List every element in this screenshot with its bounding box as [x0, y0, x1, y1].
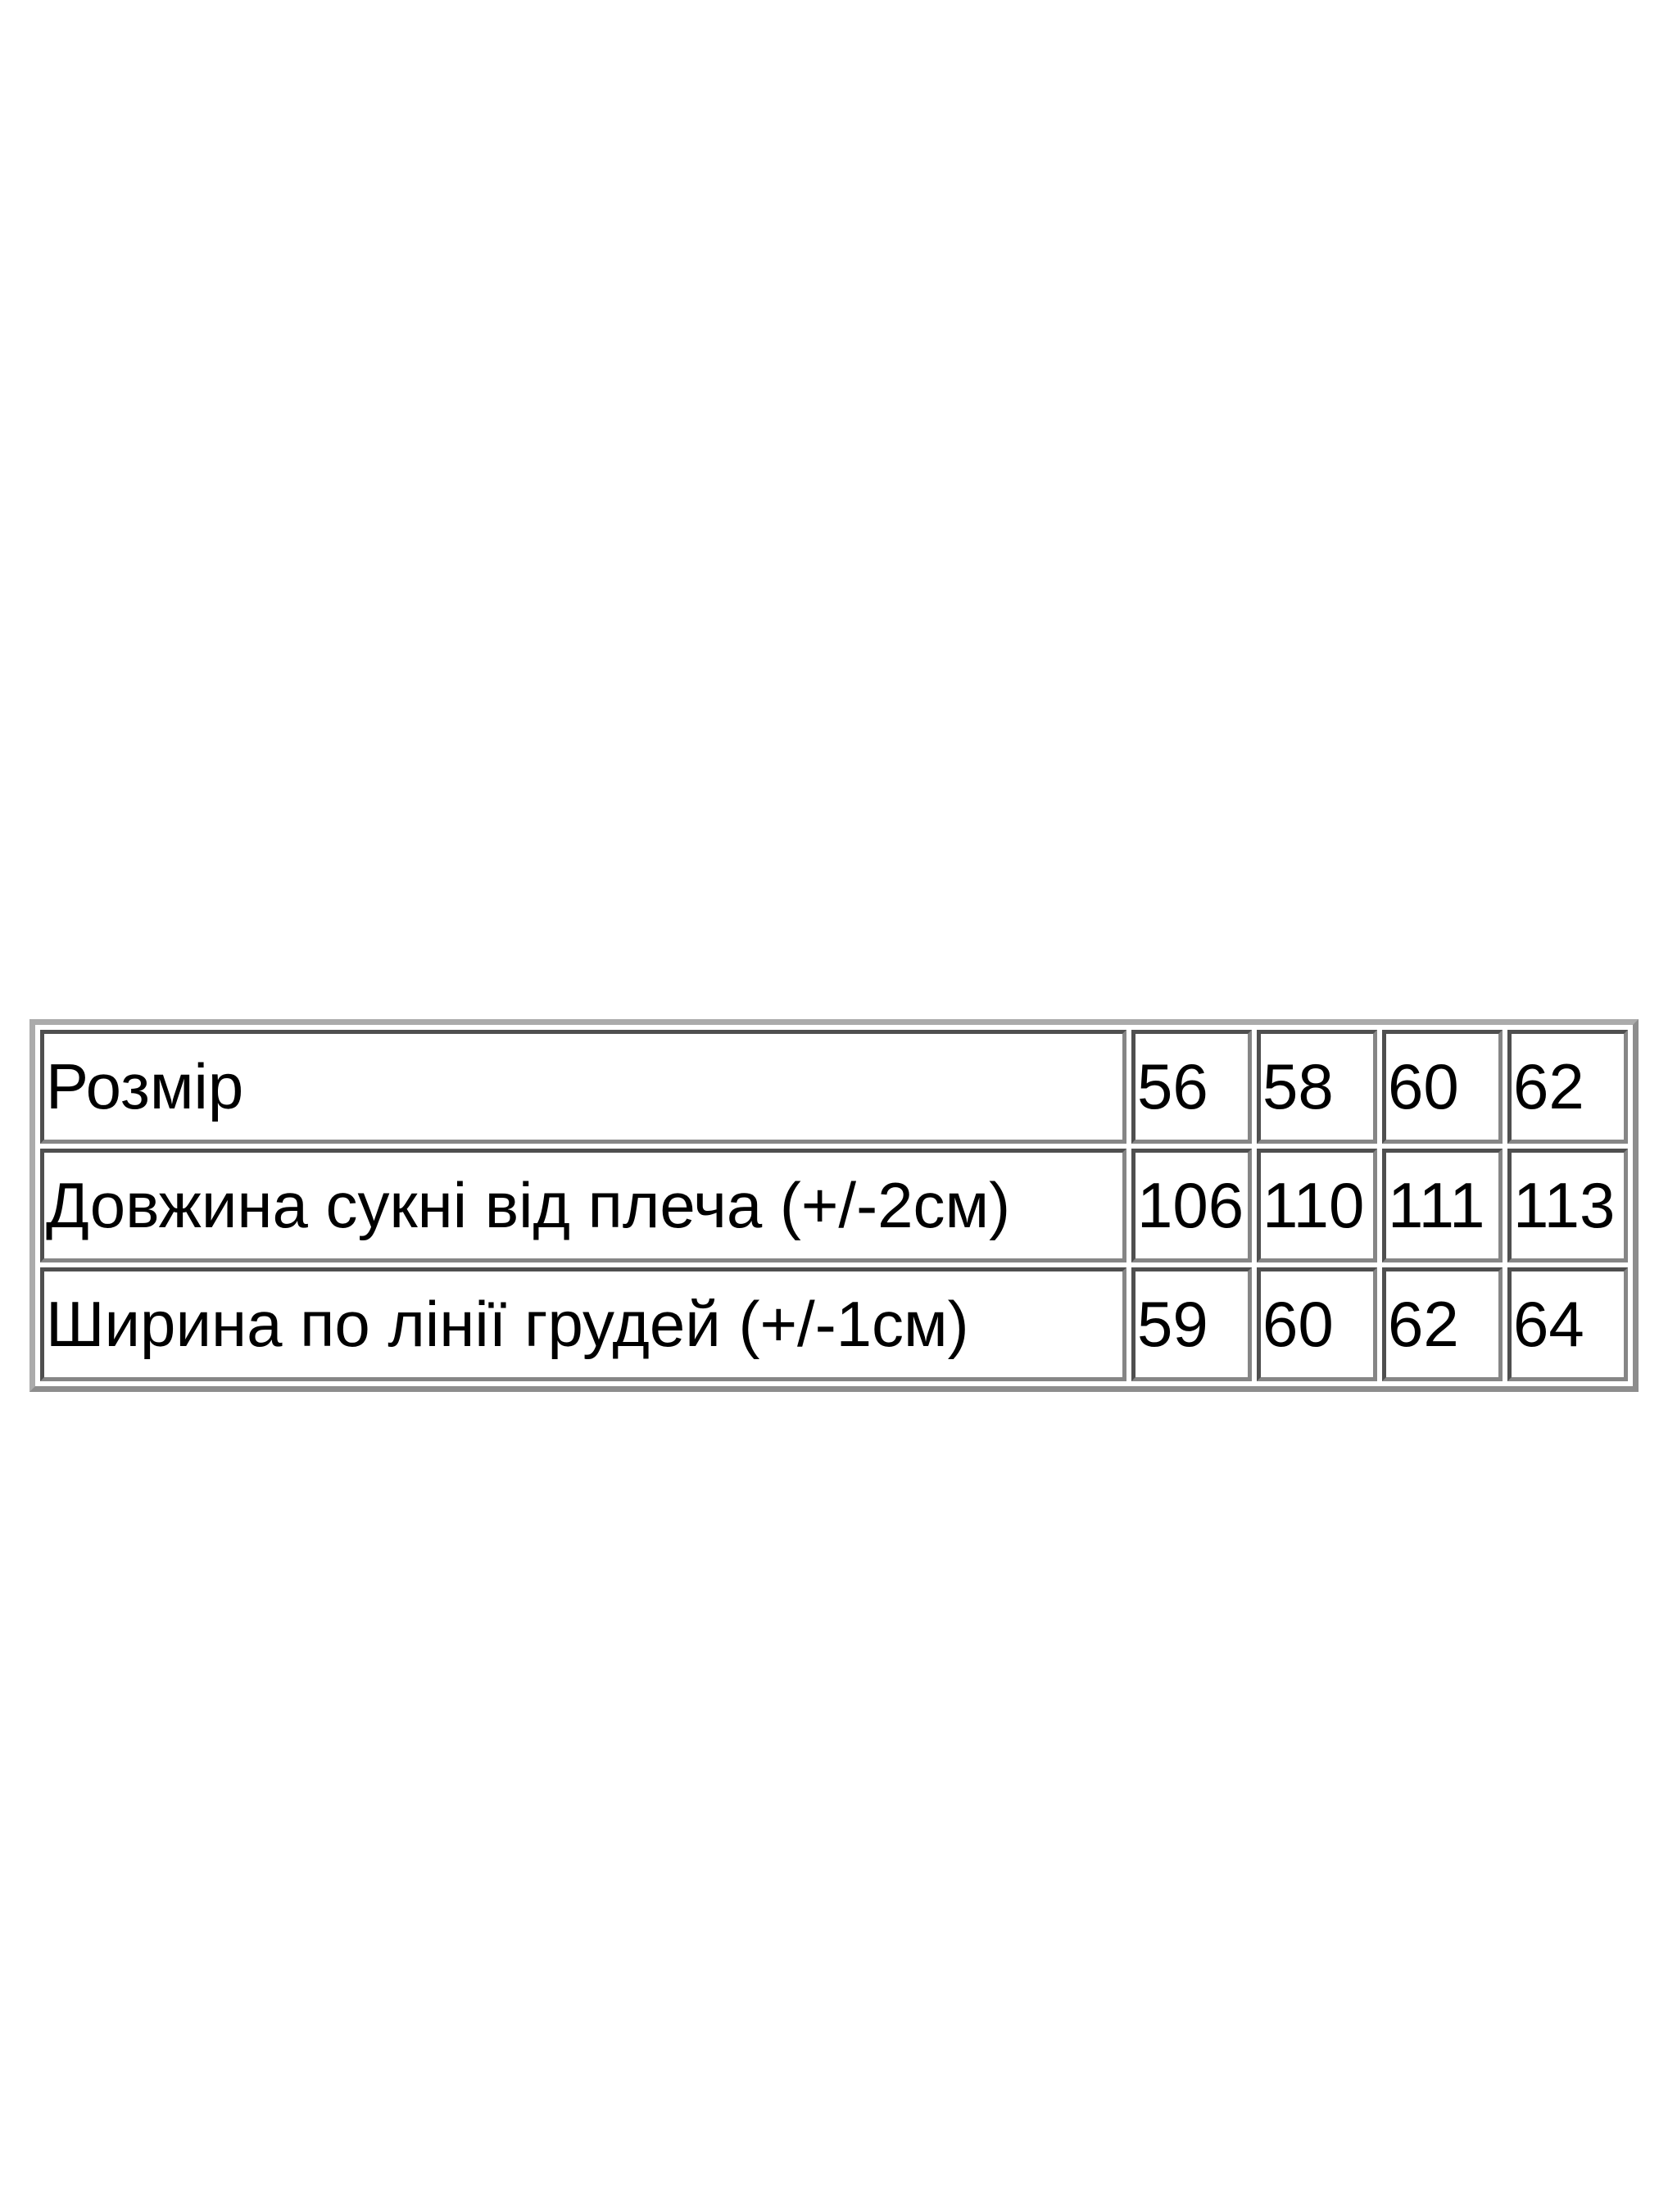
value-cell: 58 — [1257, 1030, 1377, 1144]
value-cell: 62 — [1507, 1030, 1628, 1144]
row-label-cell: Ширина по лінії грудей (+/-1см) — [40, 1267, 1126, 1381]
value-cell: 113 — [1507, 1149, 1628, 1262]
value-cell: 56 — [1131, 1030, 1252, 1144]
row-label-cell: Розмір — [40, 1030, 1126, 1144]
size-chart-table: Розмір 56 58 60 62 Довжина сукні від пле… — [29, 1019, 1639, 1392]
row-label-cell: Довжина сукні від плеча (+/-2см) — [40, 1149, 1126, 1262]
value-cell: 111 — [1382, 1149, 1503, 1262]
value-cell: 59 — [1131, 1267, 1252, 1381]
value-cell: 106 — [1131, 1149, 1252, 1262]
table-row-dress-length: Довжина сукні від плеча (+/-2см) 106 110… — [40, 1149, 1628, 1262]
table-row-size: Розмір 56 58 60 62 — [40, 1030, 1628, 1144]
value-cell: 64 — [1507, 1267, 1628, 1381]
value-cell: 110 — [1257, 1149, 1377, 1262]
value-cell: 60 — [1382, 1030, 1503, 1144]
value-cell: 60 — [1257, 1267, 1377, 1381]
value-cell: 62 — [1382, 1267, 1503, 1381]
table-row-chest-width: Ширина по лінії грудей (+/-1см) 59 60 62… — [40, 1267, 1628, 1381]
